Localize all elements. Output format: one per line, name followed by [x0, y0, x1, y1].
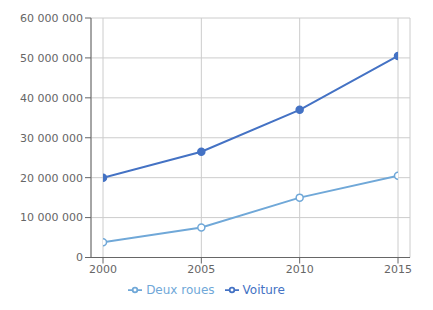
- svg-text:2015: 2015: [384, 263, 412, 276]
- svg-text:0: 0: [76, 251, 83, 264]
- svg-text:2005: 2005: [187, 263, 215, 276]
- svg-text:50 000 000: 50 000 000: [20, 52, 83, 65]
- svg-text:30 000 000: 30 000 000: [20, 132, 83, 145]
- html-text:Voiture: Voiture: [242, 282, 285, 297]
- svg-text:20 000 000: 20 000 000: [20, 172, 83, 185]
- svg-text:2000: 2000: [89, 263, 117, 276]
- svg-text:60 000 000: 60 000 000: [20, 12, 83, 25]
- html-text:Deux roues: Deux roues: [146, 282, 215, 297]
- svg-text:40 000 000: 40 000 000: [20, 92, 83, 105]
- svg-text:2010: 2010: [286, 263, 314, 276]
- svg-text:10 000 000: 10 000 000: [20, 211, 83, 224]
